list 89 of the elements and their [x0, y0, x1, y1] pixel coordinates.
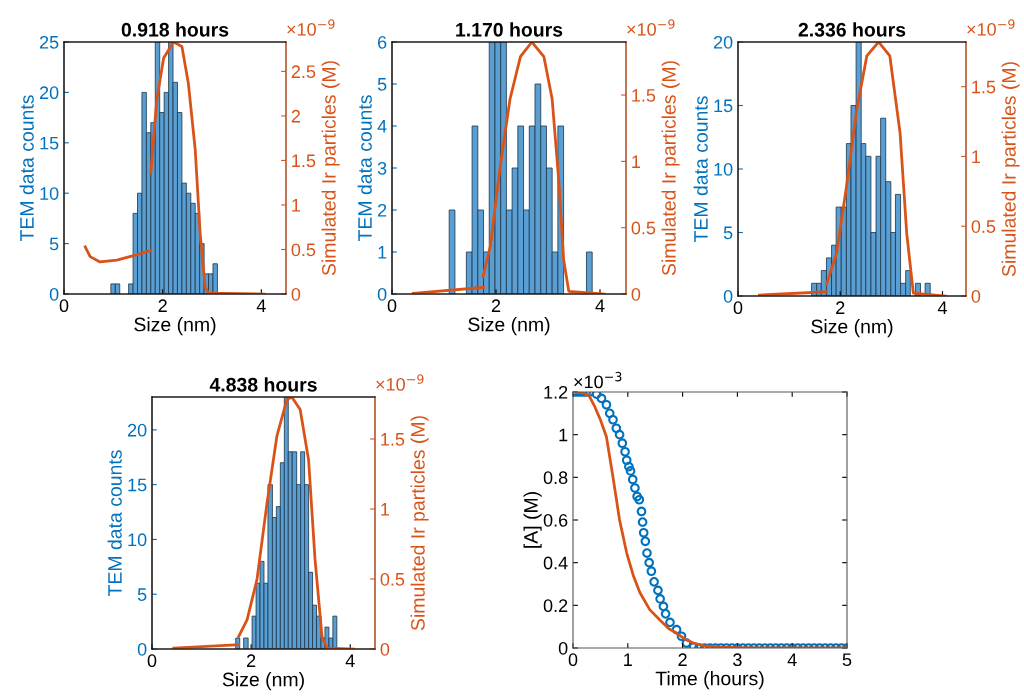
x-tick-label: 4 [595, 299, 605, 312]
y-tick-label: 0.2 [543, 599, 568, 613]
chart-title: 0.918 hours [121, 22, 229, 37]
y-tick-label: 1.2 [544, 385, 568, 399]
y-tick-label: 15 [40, 136, 59, 150]
y2-axis-title: Simulated Ir particles (M) [321, 61, 340, 276]
x-tick-label: 0 [733, 301, 743, 315]
x-tick-label: 0 [147, 654, 157, 668]
y-axis-title: TEM data counts [107, 450, 122, 597]
y-tick-label: 0.8 [543, 471, 568, 485]
y-tick-label: 20 [39, 86, 59, 100]
y2-axis-title: Simulated Ir particles (M) [410, 416, 429, 631]
y2-tick-label: 0 [291, 287, 301, 301]
y-tick-label: 3 [377, 161, 387, 175]
line-series [83, 245, 153, 264]
y-tick-label: 6 [378, 35, 387, 49]
chart-title: 1.170 hours [456, 22, 563, 37]
x-tick-label: 0 [568, 653, 578, 667]
y-tick-label: 20 [713, 35, 733, 49]
y2-axis-title: Simulated Ir particles (M) [1001, 62, 1020, 277]
y2-tick-label: 0 [631, 287, 641, 301]
x-axis-title: Size (nm) [222, 672, 304, 691]
x-tick-label: 2 [678, 653, 687, 666]
y-tick-label: 0 [558, 641, 568, 655]
y-tick-label: 0.6 [543, 513, 568, 527]
x-axis-title: Size (nm) [134, 317, 216, 336]
x-tick-label: 3 [733, 653, 742, 667]
x-axis-title: Time (hours) [655, 671, 764, 690]
y-axis-title: TEM data counts [693, 96, 708, 243]
y2-tick-label: 2 [291, 109, 300, 123]
x-tick-label: 2 [491, 299, 501, 312]
y2-tick-label: 2.5 [291, 65, 316, 79]
y2-tick-label: 1.5 [972, 80, 996, 94]
y2-tick-label: 0.5 [291, 243, 316, 257]
y2-tick-label: 0.5 [631, 221, 656, 235]
text: ×10$^{−9}$ [967, 19, 1015, 36]
x-tick-label: 0 [387, 299, 397, 313]
x-tick-label: 4 [937, 301, 947, 314]
y-tick-label: 25 [39, 35, 59, 49]
y-axis-title: TEM data counts [19, 95, 34, 242]
x-tick-label: 2 [158, 299, 167, 312]
y2-tick-label: 1 [632, 155, 641, 168]
y-tick-label: 4 [377, 120, 387, 133]
line-series [481, 42, 606, 294]
x-tick-label: 5 [842, 653, 852, 667]
y-axis-title: [A] (M) [523, 492, 542, 548]
chart-title: 4.838 hours [209, 377, 317, 392]
y2-tick-label: 0.5 [971, 220, 996, 233]
y-tick-label: 5 [723, 226, 733, 240]
y-tick-label: 10 [128, 533, 147, 547]
y-tick-label: 20 [127, 423, 147, 437]
y-axis-title: TEM data counts [357, 95, 372, 242]
y2-tick-label: 0.5 [380, 572, 405, 586]
text: ×10$^{−3}$ [574, 371, 622, 389]
y-tick-label: 0 [377, 287, 387, 301]
y2-tick-label: 1 [292, 199, 301, 212]
chart-title: 2.336 hours [798, 22, 906, 37]
y-tick-label: 5 [49, 237, 59, 251]
x-axis-title: Size (nm) [468, 317, 550, 336]
x-axis-title: Size (nm) [811, 319, 893, 338]
y2-tick-label: 1.5 [381, 433, 405, 446]
y2-tick-label: 0 [971, 289, 981, 303]
y-tick-label: 15 [714, 99, 733, 113]
y-tick-label: 0 [49, 287, 59, 301]
y2-tick-label: 1 [972, 150, 981, 163]
y-tick-label: 5 [137, 588, 147, 601]
y-tick-label: 0 [137, 642, 147, 656]
text: ×10$^{−9}$ [627, 19, 675, 36]
y-tick-label: 0 [723, 289, 733, 303]
x-tick-label: 1 [624, 653, 632, 666]
y-tick-label: 1 [378, 246, 387, 259]
x-tick-label: 2 [247, 654, 256, 667]
y-tick-label: 0.4 [543, 556, 568, 570]
text: ×10$^{−9}$ [287, 19, 335, 36]
x-tick-label: 4 [345, 654, 355, 667]
y-tick-label: 1 [559, 428, 568, 442]
y-tick-label: 10 [40, 187, 59, 200]
y2-tick-label: 1.5 [292, 154, 316, 168]
text: ×10$^{−9}$ [376, 374, 424, 391]
y2-tick-label: 1.5 [632, 89, 656, 102]
x-tick-label: 2 [836, 301, 845, 314]
y-tick-label: 5 [377, 78, 387, 91]
y2-axis-title: Simulated Ir particles (M) [661, 61, 680, 276]
x-tick-label: 0 [59, 299, 69, 313]
x-tick-label: 4 [256, 299, 266, 312]
y-tick-label: 10 [714, 162, 733, 176]
y-tick-label: 15 [128, 478, 147, 492]
y-tick-label: 2 [378, 203, 387, 217]
x-tick-label: 4 [787, 653, 797, 666]
